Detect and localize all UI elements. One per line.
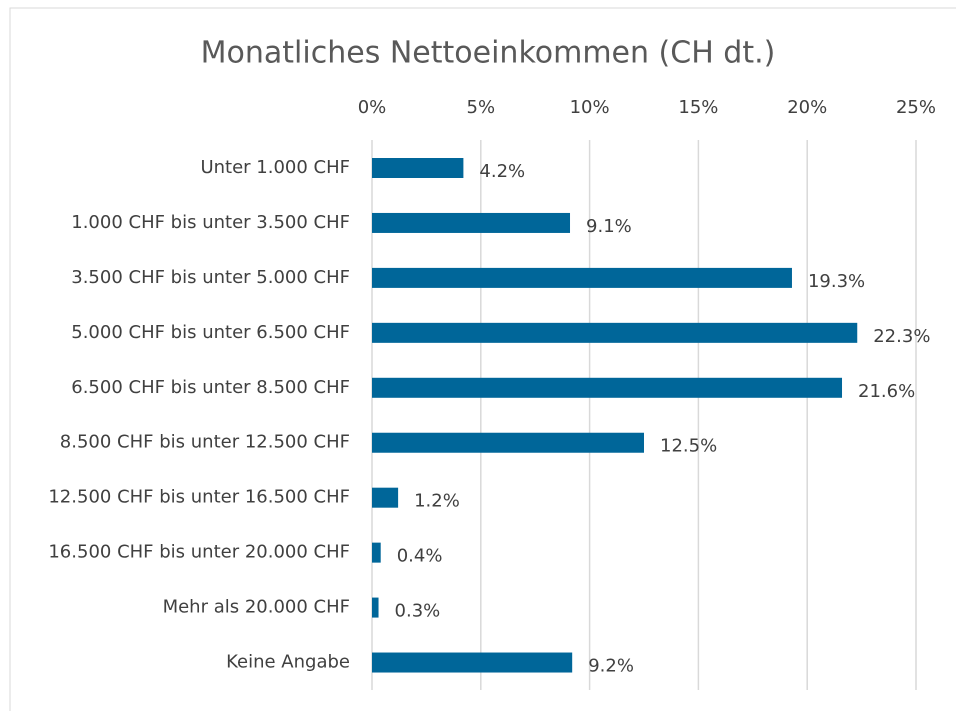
- x-tick-label: 5%: [467, 97, 496, 118]
- y-tick-label: 12.500 CHF bis unter 16.500 CHF: [48, 487, 350, 508]
- bar: [372, 377, 843, 398]
- chart-title: Monatliches Nettoeinkommen (CH dt.): [201, 36, 776, 71]
- x-tick-label: 0%: [358, 97, 387, 118]
- y-tick-label: 1.000 CHF bis unter 3.500 CHF: [71, 212, 350, 233]
- bar: [372, 212, 571, 233]
- x-tick-label: 20%: [787, 97, 827, 118]
- bar: [372, 158, 464, 178]
- bar: [372, 432, 644, 453]
- y-tick-label: 16.500 CHF bis unter 20.000 CHF: [48, 542, 350, 563]
- data-label: 19.3%: [808, 271, 865, 292]
- bar: [372, 267, 792, 288]
- data-label: 0.3%: [395, 601, 441, 622]
- data-label: 21.6%: [858, 381, 915, 402]
- data-label: 9.1%: [586, 216, 632, 237]
- chart-border: [9, 7, 956, 711]
- data-label: 22.3%: [873, 326, 930, 347]
- bar: [372, 597, 379, 618]
- x-tick-label: 25%: [896, 97, 936, 118]
- data-label: 0.4%: [397, 546, 443, 567]
- data-label: 12.5%: [660, 436, 717, 457]
- bar: [372, 652, 573, 673]
- y-tick-label: 3.500 CHF bis unter 5.000 CHF: [71, 267, 350, 288]
- data-label: 4.2%: [479, 161, 525, 182]
- y-tick-label: 5.000 CHF bis unter 6.500 CHF: [71, 322, 350, 343]
- y-tick-label: Keine Angabe: [226, 652, 350, 673]
- bar: [372, 322, 858, 343]
- y-tick-label: Unter 1.000 CHF: [200, 157, 350, 178]
- bar: [372, 542, 381, 563]
- y-tick-label: 8.500 CHF bis unter 12.500 CHF: [60, 432, 350, 453]
- x-tick-label: 15%: [678, 97, 718, 118]
- y-tick-label: Mehr als 20.000 CHF: [163, 597, 350, 618]
- bar: [372, 487, 399, 508]
- x-tick-label: 10%: [570, 97, 610, 118]
- data-label: 9.2%: [588, 656, 634, 677]
- data-label: 1.2%: [414, 491, 460, 512]
- y-tick-label: 6.500 CHF bis unter 8.500 CHF: [71, 377, 350, 398]
